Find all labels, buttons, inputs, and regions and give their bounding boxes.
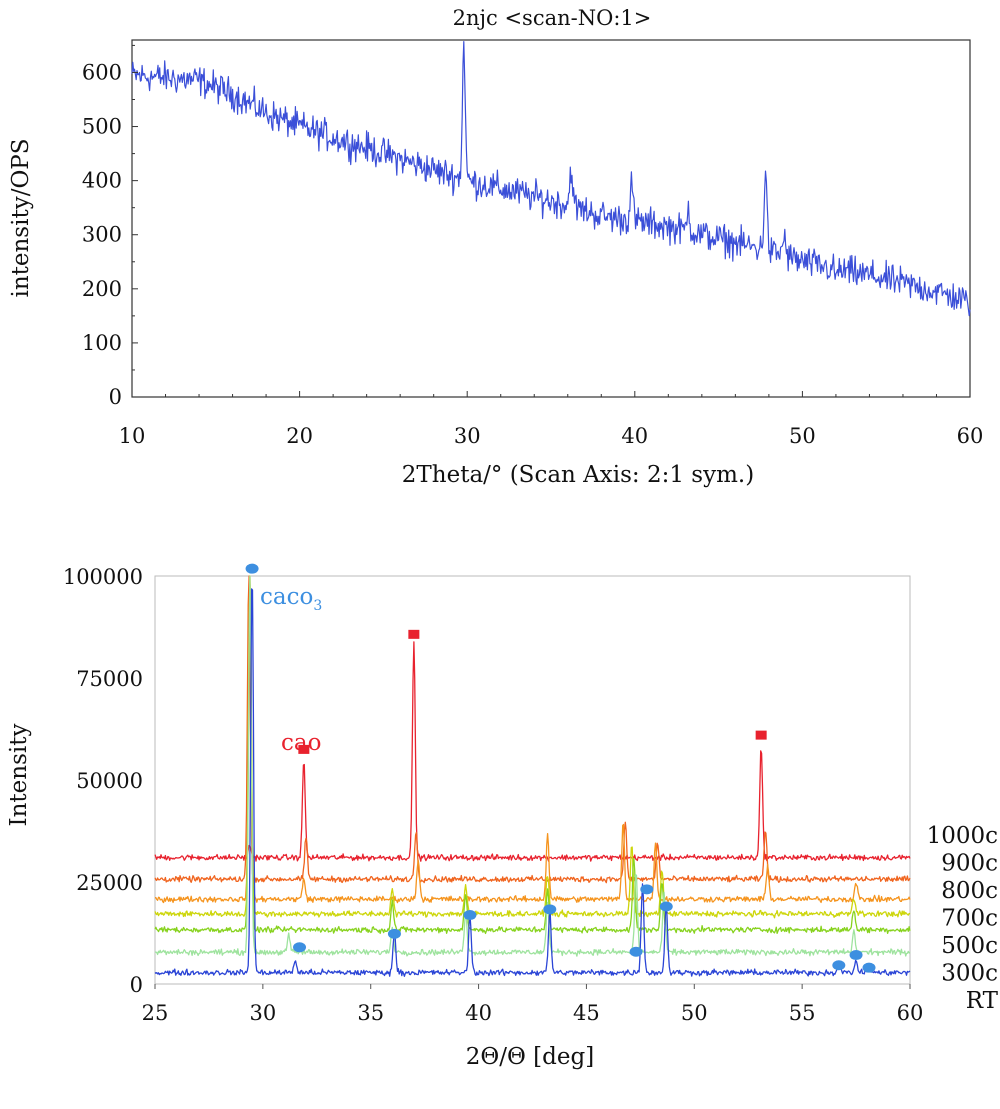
series-line-900c	[154, 575, 911, 884]
y-tick-label: 600	[82, 60, 122, 84]
caco3-marker	[387, 928, 401, 939]
caco3-marker	[543, 904, 557, 915]
y-tick-label: 100000	[63, 565, 143, 589]
x-axis-ticks: 10 20 30 40 50 60	[119, 391, 984, 448]
y-axis-title: intensity/OPS	[8, 138, 34, 297]
x-tick-label: 20	[286, 424, 313, 448]
chart-title: 2njc <scan-NO:1>	[453, 6, 652, 30]
y-axis-ticks: 0 100 200 300 400 500 600	[82, 44, 138, 409]
plot-frame	[131, 39, 971, 398]
caco3-marker	[659, 901, 673, 912]
y-tick-label: 0	[130, 973, 143, 997]
y-tick-label: 400	[82, 169, 122, 193]
x-axis-title: 2Θ/Θ [deg]	[466, 1044, 594, 1070]
caco3-marker	[463, 910, 477, 921]
x-tick-label: 55	[789, 1001, 816, 1025]
y-tick-label: 75000	[76, 667, 143, 691]
series-lines	[154, 575, 911, 977]
x-tick-label: 60	[897, 1001, 924, 1025]
y-tick-label: 0	[109, 385, 122, 409]
series-label-rt: RT	[966, 988, 999, 1014]
data-line	[131, 40, 971, 317]
series-line-800c	[154, 575, 911, 904]
x-axis-title: 2Theta/° (Scan Axis: 2:1 sym.)	[402, 462, 754, 488]
caco3-marker	[293, 942, 307, 953]
series-label-1000c: 1000c	[927, 823, 998, 849]
series-label-900c: 900c	[941, 851, 998, 877]
y-tick-label: 100	[82, 331, 122, 355]
cao-marker	[298, 744, 310, 754]
caco3-marker	[629, 946, 643, 957]
x-tick-label: 35	[357, 1001, 384, 1025]
phase-markers	[245, 563, 876, 973]
y-tick-label: 200	[82, 277, 122, 301]
cao-label: cao	[281, 730, 321, 756]
y-axis-ticks: 0 25000 50000 75000 100000	[63, 565, 143, 997]
series-line-500c	[154, 583, 911, 935]
chart-xrd-scan: 2njc <scan-NO:1> 10 20 30 40 50 60 0 100 200 300…	[8, 6, 983, 488]
x-axis-ticks: 25 30 35 40 45 50 55 60	[142, 984, 924, 1025]
x-tick-label: 40	[465, 1001, 492, 1025]
x-tick-label: 60	[957, 424, 984, 448]
caco3-marker	[862, 962, 876, 973]
series-label-800c: 800c	[941, 878, 998, 904]
series-label-700c: 700c	[941, 906, 998, 932]
x-tick-label: 50	[681, 1001, 708, 1025]
caco3-label: caco3	[260, 584, 322, 614]
series-label-300c: 300c	[941, 961, 998, 987]
series-line-300c	[154, 575, 911, 957]
x-tick-label: 30	[454, 424, 481, 448]
cao-marker	[755, 730, 767, 740]
caco3-marker	[245, 563, 259, 574]
y-axis-title: Intensity	[6, 724, 32, 827]
x-tick-label: 40	[621, 424, 648, 448]
chart-xrd-temperature-series: 25 30 35 40 45 50 55 60 0250005000075000100000 …	[6, 563, 999, 1070]
series-line-rt	[154, 588, 911, 977]
y-tick-label: 300	[82, 223, 122, 247]
y-tick-label: 25000	[76, 871, 143, 895]
caco3-marker	[849, 950, 863, 961]
caco3-marker	[640, 884, 654, 895]
plot-frame	[154, 575, 911, 985]
cao-marker	[408, 629, 420, 639]
x-tick-label: 30	[249, 1001, 276, 1025]
x-tick-label: 25	[142, 1001, 169, 1025]
caco3-marker	[832, 960, 846, 971]
series-line-1000c	[154, 641, 911, 862]
y-tick-label: 50000	[76, 769, 143, 793]
x-tick-label: 45	[573, 1001, 600, 1025]
series-label-500c: 500c	[941, 933, 998, 959]
x-tick-label: 50	[789, 424, 816, 448]
x-tick-label: 10	[119, 424, 146, 448]
series-line-700c	[154, 575, 911, 919]
y-tick-label: 500	[82, 115, 122, 139]
